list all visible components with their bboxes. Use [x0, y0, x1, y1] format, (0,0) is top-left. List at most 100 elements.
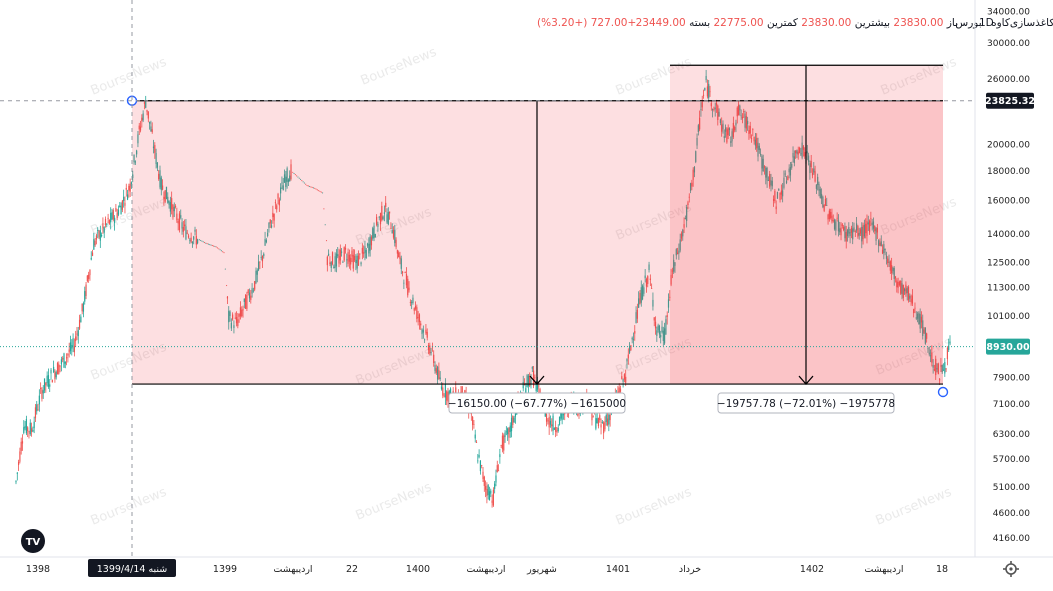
candle	[52, 380, 53, 382]
candle	[44, 378, 45, 390]
candle	[549, 417, 550, 427]
candle	[48, 375, 49, 387]
candle	[109, 220, 110, 224]
candle	[65, 362, 66, 364]
candle	[113, 210, 114, 219]
candle	[31, 428, 32, 432]
close-label: بسته	[689, 17, 710, 29]
candle	[110, 213, 111, 222]
y-tick-label: 14000.00	[987, 230, 1030, 240]
candle	[75, 336, 76, 341]
candle	[106, 224, 107, 225]
candle	[498, 470, 499, 471]
candle	[49, 384, 50, 386]
candle	[35, 407, 36, 418]
candle	[481, 465, 482, 466]
candle	[22, 441, 23, 443]
candle	[66, 357, 67, 358]
candle	[497, 465, 498, 472]
candle	[85, 285, 86, 296]
candle	[606, 415, 607, 422]
y-tick-label: 26000.00	[987, 75, 1030, 85]
y-tick-label: 30000.00	[987, 39, 1030, 49]
candle	[554, 428, 555, 429]
candle	[486, 489, 487, 496]
open-value: 23830.00	[893, 17, 943, 29]
candle	[72, 338, 73, 346]
candle	[50, 370, 51, 374]
candle	[510, 426, 511, 432]
candle	[60, 365, 61, 366]
y-tick-label: 6300.00	[993, 430, 1030, 440]
candle	[443, 396, 444, 397]
candle	[21, 442, 22, 451]
candle	[32, 430, 33, 432]
candle	[619, 387, 620, 393]
candle	[120, 206, 121, 215]
candle	[127, 194, 128, 199]
change-value: +727.00 (+3.20%)	[537, 17, 636, 29]
candle	[946, 369, 947, 370]
candle	[512, 416, 513, 425]
symbol-name[interactable]: صنایع‌کاغذسازی‌کاوه	[991, 17, 1053, 29]
candle	[126, 188, 127, 190]
candle	[67, 354, 68, 356]
candle	[547, 421, 548, 422]
candle	[484, 477, 485, 486]
candle	[102, 223, 103, 228]
candle	[98, 231, 99, 238]
x-tick-label: 1399	[213, 564, 237, 575]
y-tick-label: 7100.00	[993, 400, 1030, 410]
candle	[57, 363, 58, 374]
candle	[475, 435, 476, 439]
candle	[507, 428, 508, 434]
measure-ranges[interactable]: −16150.00 (−67.77%) −1615000−19757.78 (−…	[128, 65, 948, 413]
y-tick-label: 4160.00	[993, 534, 1030, 544]
candle	[100, 230, 101, 240]
candle	[39, 396, 40, 405]
candle	[577, 414, 578, 415]
candle	[24, 426, 25, 428]
candle	[69, 350, 70, 353]
candle	[76, 334, 77, 335]
y-tick-label: 5100.00	[993, 483, 1030, 493]
candle	[95, 241, 96, 246]
x-tick-label: 22	[346, 564, 358, 575]
close-value: 23449.00	[636, 17, 686, 29]
candle	[504, 432, 505, 437]
candle	[18, 462, 19, 465]
x-tick-label: خرداد	[679, 564, 701, 575]
candle	[482, 472, 483, 479]
candle	[123, 197, 124, 201]
candle	[491, 501, 492, 503]
candle	[598, 418, 599, 426]
candle	[36, 404, 37, 411]
candle	[119, 206, 120, 207]
candle	[27, 427, 28, 431]
range-1-label: −16150.00 (−67.77%) −1615000	[448, 398, 626, 410]
candle	[74, 346, 75, 353]
tradingview-logo[interactable]: TV	[21, 529, 45, 553]
candle	[96, 235, 97, 239]
candle	[593, 417, 594, 418]
candle	[494, 484, 495, 489]
candle	[480, 460, 481, 471]
candle	[485, 486, 486, 490]
candle	[490, 491, 491, 494]
candle	[538, 386, 539, 387]
x-tick-label: 1398	[26, 564, 50, 575]
candle	[508, 428, 509, 438]
x-tick-label: اردیبهشت	[273, 564, 312, 575]
candle	[101, 235, 102, 236]
y-tick-label: 12500.00	[987, 258, 1030, 268]
candle	[87, 276, 88, 282]
candle	[111, 212, 112, 219]
candle	[546, 414, 547, 422]
candle	[949, 341, 950, 343]
candle	[511, 418, 512, 431]
candle	[595, 418, 596, 429]
candle	[442, 387, 443, 395]
anchor-handle[interactable]	[939, 388, 948, 397]
